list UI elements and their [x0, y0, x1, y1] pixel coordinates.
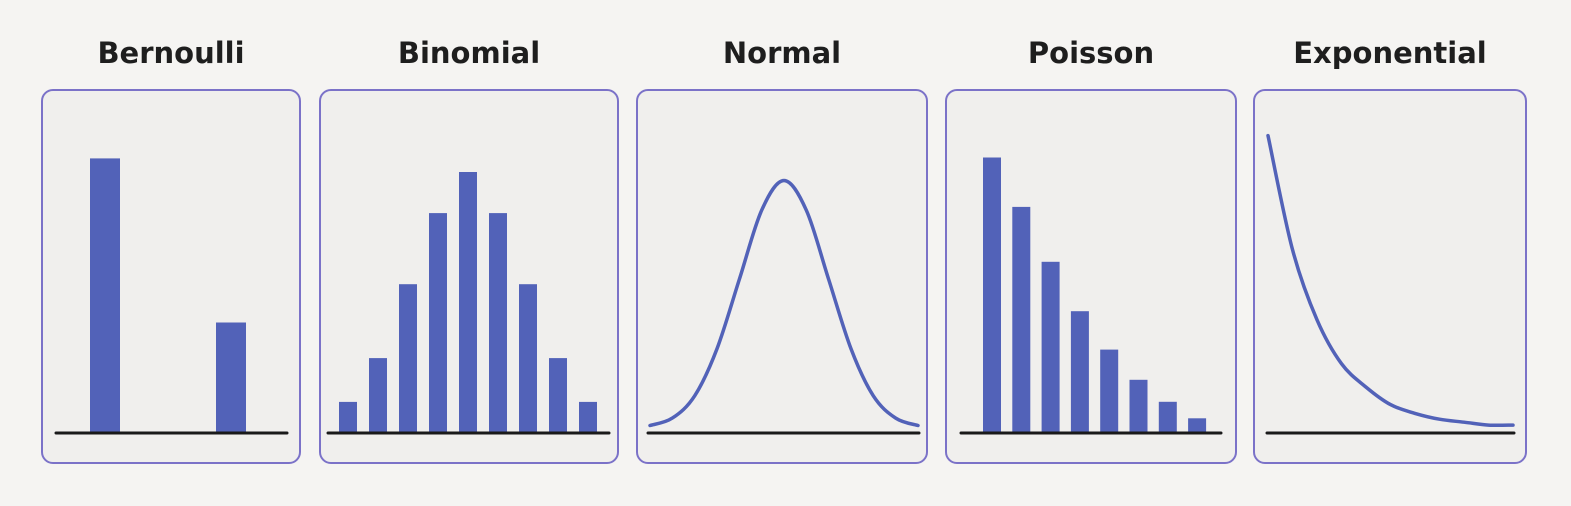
exponential-chart	[1265, 133, 1516, 435]
binomial-bar-5	[489, 213, 507, 432]
bernoulli-bar-1	[216, 322, 246, 432]
normal-curve	[648, 178, 920, 428]
bernoulli-panel	[41, 89, 301, 464]
poisson-bar-2	[1041, 261, 1060, 432]
binomial-title: Binomial	[397, 36, 541, 70]
poisson-bar-0	[983, 157, 1001, 432]
binomial-bar-0	[339, 401, 357, 432]
normal-chart	[646, 178, 921, 435]
poisson-panel	[945, 89, 1237, 464]
binomial-bar-2	[399, 284, 417, 432]
poisson-chart	[959, 157, 1223, 435]
binomial-chart	[326, 172, 611, 435]
binomial-panel	[319, 89, 619, 464]
poisson-bar-1	[1012, 206, 1031, 432]
poisson-bar-4	[1100, 349, 1119, 432]
binomial-bar-1	[369, 358, 387, 432]
poisson-bar-6	[1158, 401, 1177, 432]
exponential-panel	[1253, 89, 1527, 464]
binomial-bar-8	[579, 401, 597, 432]
poisson-title: Poisson	[1027, 36, 1155, 70]
bernoulli-bar-0	[90, 158, 120, 432]
normal-title: Normal	[722, 36, 842, 70]
binomial-bar-6	[519, 284, 537, 432]
bernoulli-chart	[54, 158, 289, 435]
poisson-bar-3	[1070, 311, 1089, 432]
normal-panel	[636, 89, 928, 464]
bernoulli-title: Bernoulli	[97, 36, 245, 70]
poisson-bar-7	[1188, 418, 1207, 432]
poisson-bar-5	[1129, 379, 1148, 432]
binomial-bar-3	[429, 213, 447, 432]
exponential-curve	[1266, 133, 1515, 428]
binomial-bar-7	[549, 358, 567, 432]
binomial-bar-4	[459, 172, 477, 432]
exponential-title: Exponential	[1293, 36, 1487, 70]
